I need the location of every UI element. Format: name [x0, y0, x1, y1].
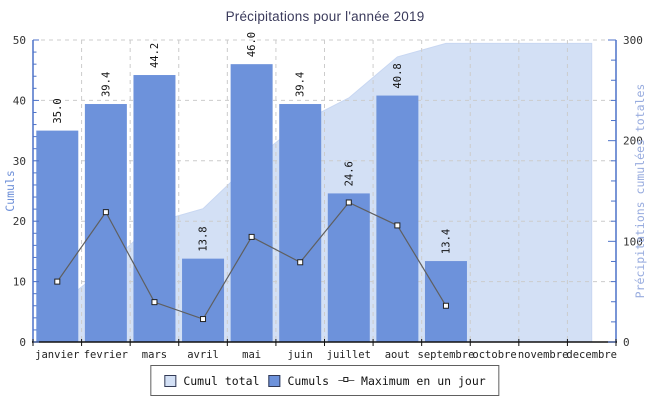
legend-item-cumul-total: Cumul total: [164, 373, 260, 388]
svg-text:44.2: 44.2: [149, 43, 161, 68]
svg-text:avril: avril: [187, 349, 219, 361]
svg-text:octobre: octobre: [472, 349, 516, 361]
chart-legend: Cumul total Cumuls Maximum en un jour: [150, 365, 500, 396]
plot-canvas: 35.0 39.4 44.2 13.8 46.0 39.4 24.6 40.8 13.4 0 10 2…: [13, 32, 643, 361]
line-marker-icon: [338, 376, 355, 385]
svg-text:janvier: janvier: [35, 349, 79, 361]
right-axis-title: Précipitations cumulées totales: [633, 83, 647, 299]
svg-text:40.8: 40.8: [392, 63, 404, 88]
cumuls-swatch-icon: [268, 374, 281, 387]
svg-text:aout: aout: [385, 349, 410, 361]
svg-text:0: 0: [19, 336, 26, 349]
svg-text:24.6: 24.6: [343, 161, 355, 186]
svg-text:fevrier: fevrier: [84, 349, 128, 361]
svg-text:novembre: novembre: [518, 349, 569, 361]
svg-text:100: 100: [623, 235, 643, 248]
left-axis-title: Cumuls: [3, 170, 17, 212]
legend-label-cumul-total: Cumul total: [183, 373, 260, 388]
svg-text:39.4: 39.4: [100, 72, 112, 97]
legend-item-maximum: Maximum en un jour: [338, 374, 486, 388]
svg-text:0: 0: [623, 336, 630, 349]
cumul-total-swatch-icon: [164, 374, 177, 387]
svg-text:13.8: 13.8: [198, 226, 210, 251]
svg-text:300: 300: [623, 34, 643, 47]
svg-text:juillet: juillet: [327, 349, 371, 361]
legend-label-maximum: Maximum en un jour: [361, 373, 486, 388]
svg-text:35.0: 35.0: [52, 98, 64, 123]
svg-text:30: 30: [13, 155, 26, 168]
svg-text:septembre: septembre: [418, 349, 475, 361]
svg-text:46.0: 46.0: [246, 32, 258, 57]
svg-text:200: 200: [623, 135, 643, 148]
svg-text:mars: mars: [142, 349, 167, 361]
legend-item-cumuls: Cumuls: [268, 373, 330, 388]
svg-text:39.4: 39.4: [295, 72, 307, 97]
svg-text:10: 10: [13, 276, 26, 289]
svg-text:mai: mai: [242, 349, 261, 361]
svg-text:13.4: 13.4: [440, 229, 452, 254]
legend-label-cumuls: Cumuls: [287, 373, 330, 388]
svg-text:40: 40: [13, 94, 26, 107]
svg-text:20: 20: [13, 215, 26, 228]
chart-title: Précipitations pour l'année 2019: [225, 9, 425, 24]
svg-text:juin: juin: [288, 349, 313, 361]
svg-text:decembre: decembre: [566, 349, 617, 361]
svg-text:50: 50: [13, 34, 26, 47]
